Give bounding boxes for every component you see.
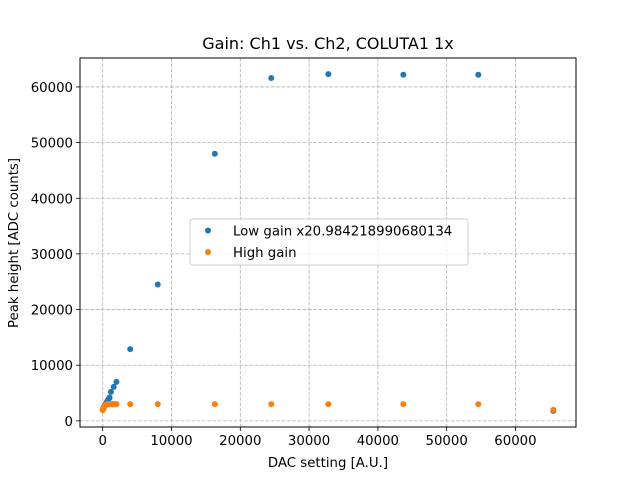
- x-tick-label: 60000: [494, 434, 536, 449]
- y-axis-label: Peak height [ADC counts]: [7, 158, 22, 328]
- data-point-series-0: [154, 281, 161, 288]
- y-tick-label: 40000: [31, 192, 73, 207]
- x-tick-label: 30000: [288, 434, 330, 449]
- data-point-series-0: [475, 71, 482, 78]
- data-point-series-0: [113, 378, 120, 385]
- x-axis-label: DAC setting [A.U.]: [268, 456, 388, 471]
- legend-marker-low-gain: [205, 227, 211, 234]
- data-point-series-0: [106, 394, 113, 401]
- y-tick-label: 0: [65, 415, 73, 430]
- data-point-series-1: [113, 401, 120, 408]
- chart-title: Gain: Ch1 vs. Ch2, COLUTA1 1x: [202, 34, 453, 53]
- data-point-series-1: [475, 401, 482, 408]
- legend-label-high-gain: High gain: [233, 246, 297, 261]
- data-point-series-0: [400, 71, 407, 78]
- y-tick-label: 10000: [31, 359, 73, 374]
- data-point-series-1: [268, 401, 275, 408]
- data-point-series-0: [211, 150, 218, 157]
- axis-ticks: 0 10000 20000 30000 40000 50000 60000 0 10000 200…: [31, 81, 537, 449]
- data-point-series-1: [154, 401, 161, 408]
- data-point-series-1: [211, 401, 218, 408]
- data-point-series-1: [325, 401, 332, 408]
- legend: Low gain x20.984218990680134 High gain: [189, 218, 469, 266]
- data-point-series-0: [127, 346, 134, 353]
- data-point-series-1: [127, 401, 134, 408]
- x-tick-label: 50000: [426, 434, 468, 449]
- data-points: [99, 71, 557, 414]
- y-tick-label: 20000: [31, 304, 73, 319]
- y-tick-label: 60000: [31, 81, 73, 96]
- data-point-series-0: [110, 383, 117, 390]
- grid-lines: [80, 58, 576, 427]
- data-point-series-0: [268, 75, 275, 82]
- x-tick-label: 0: [98, 434, 106, 449]
- data-point-series-1: [550, 406, 557, 413]
- axes-frame: [79, 57, 577, 428]
- legend-marker-high-gain: [205, 249, 211, 255]
- x-tick-label: 10000: [150, 434, 192, 449]
- y-tick-label: 30000: [31, 248, 73, 263]
- data-point-series-1: [400, 401, 407, 408]
- data-point-series-0: [325, 71, 332, 78]
- x-tick-label: 40000: [357, 434, 399, 449]
- y-tick-label: 50000: [31, 137, 73, 152]
- data-point-series-0: [107, 388, 114, 395]
- legend-label-low-gain: Low gain x20.984218990680134: [233, 225, 452, 240]
- x-tick-label: 20000: [219, 434, 261, 449]
